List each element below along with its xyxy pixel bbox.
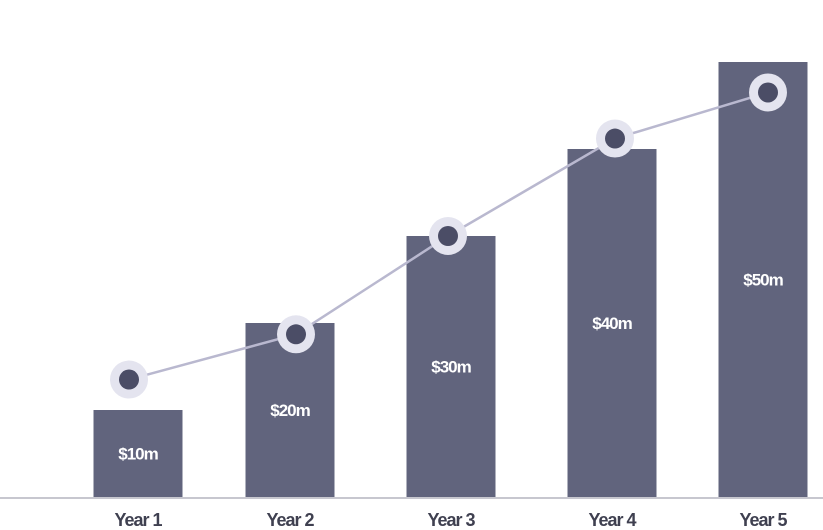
x-tick-label-3: Year 3 xyxy=(427,510,475,530)
bar-3 xyxy=(406,236,496,497)
bar-value-label-5: $50m xyxy=(743,271,783,290)
x-tick-label-1: Year 1 xyxy=(114,510,162,530)
x-axis: Year 1 Year 2 Year 3 Year 4 Year 5 xyxy=(0,497,823,530)
bar-5 xyxy=(718,62,808,497)
bar-value-label-1: $10m xyxy=(118,445,158,464)
trend-point-1 xyxy=(119,369,139,390)
trend-point-5 xyxy=(758,82,778,103)
x-tick-label-5: Year 5 xyxy=(739,510,787,530)
bar-value-label-2: $20m xyxy=(270,401,310,420)
bars-layer: $10m $20m $30m $40m $50m xyxy=(93,62,808,497)
bar-4 xyxy=(567,149,657,497)
x-tick-label-2: Year 2 xyxy=(266,510,314,530)
trend-line-layer xyxy=(110,73,787,399)
x-tick-label-4: Year 4 xyxy=(588,510,636,530)
bar-value-label-3: $30m xyxy=(431,358,471,377)
bar-value-label-4: $40m xyxy=(592,314,632,333)
bar-1 xyxy=(93,410,183,497)
trend-point-3 xyxy=(438,226,458,246)
trend-point-4 xyxy=(605,128,625,149)
trend-point-2 xyxy=(286,324,306,345)
